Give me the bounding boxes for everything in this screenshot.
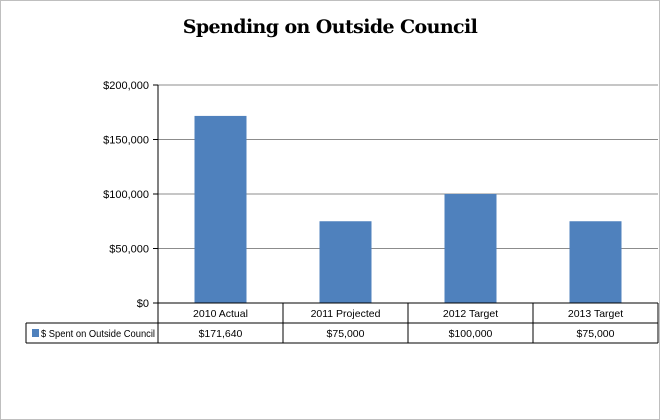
y-tick-label: $0 [137,298,149,310]
bars [194,115,622,303]
y-tick-label: $150,000 [103,135,149,147]
data-label: $100,000 [449,328,493,340]
category-label: 2012 Target [443,308,498,320]
category-label: 2010 Actual [193,308,248,320]
category-label: 2013 Target [568,308,623,320]
axes: $0 $50,000 $100,000 $150,000 $200,000 [103,80,159,310]
y-tick-label: $200,000 [103,80,149,92]
data-table: 2010 Actual 2011 Projected 2012 Target 2013… [25,302,659,344]
data-label: $75,000 [577,328,615,340]
y-tick-label: $100,000 [103,189,149,201]
legend-label: $ Spent on Outside Council [41,329,155,340]
bar [569,221,622,303]
bar [319,221,372,303]
chart-title: Spending on Outside Council [182,16,478,38]
data-label: $75,000 [327,328,365,340]
bar [444,194,497,303]
data-label: $171,640 [199,328,243,340]
category-label: 2011 Projected [311,308,381,320]
legend-swatch [32,329,39,337]
y-tick-label: $50,000 [109,244,149,256]
bar [194,115,247,303]
